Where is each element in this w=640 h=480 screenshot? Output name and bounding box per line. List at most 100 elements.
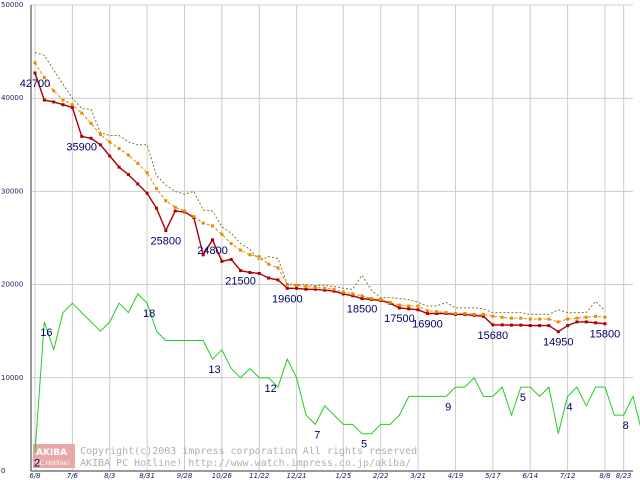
data-point-average (136, 161, 140, 165)
x-tick-label: 4/19 (448, 472, 464, 480)
data-point-average (267, 262, 271, 266)
data-point-minimum (425, 311, 429, 315)
data-point-average (276, 266, 280, 270)
data-point-minimum (154, 206, 158, 210)
data-point-average (407, 304, 411, 308)
data-point-minimum (70, 106, 74, 110)
price-label: 14950 (543, 337, 574, 349)
price-label: 17500 (384, 313, 415, 325)
count-label: 9 (445, 401, 451, 413)
count-label: 7 (314, 429, 320, 441)
x-tick-label: 8/8 (599, 472, 611, 480)
data-point-minimum (126, 173, 130, 177)
y-axis-ticks: 50000 40000 30000 20000 10000 0 (1, 1, 23, 475)
price-label: 15800 (590, 329, 621, 341)
data-point-minimum (575, 320, 579, 324)
data-point-average (519, 316, 523, 320)
data-point-minimum (42, 98, 46, 102)
x-tick-label: 5/17 (485, 472, 501, 480)
data-point-minimum (351, 294, 355, 298)
series-line-minimum (34, 72, 606, 333)
data-point-average (285, 283, 289, 287)
y-tick-label: 30000 (1, 187, 23, 195)
count-label: 8 (623, 420, 629, 432)
data-point-minimum (80, 134, 84, 138)
price-label: 18500 (347, 304, 378, 316)
data-point-average (538, 317, 542, 321)
data-labels: 42700 35900 25800 24800 21500 19600 18500 17500… (20, 78, 629, 469)
x-tick-label: 3/21 (410, 472, 426, 480)
x-tick-label: 11/22 (249, 472, 270, 480)
count-label: 13 (208, 364, 220, 376)
data-point-minimum (435, 311, 439, 315)
data-point-minimum (61, 103, 65, 107)
x-tick-label: 7/6 (67, 472, 79, 480)
data-point-minimum (295, 286, 299, 290)
data-point-average (360, 294, 364, 298)
price-label: 21500 (225, 276, 256, 288)
data-point-minimum (267, 276, 271, 280)
data-point-minimum (285, 286, 289, 290)
data-point-minimum (33, 71, 37, 75)
grid (31, 4, 633, 472)
data-point-average (229, 242, 233, 246)
data-point-average (444, 311, 448, 315)
data-point-average (528, 317, 532, 321)
data-point-average (584, 315, 588, 319)
data-point-minimum (304, 287, 308, 291)
data-point-minimum (482, 314, 485, 318)
data-point-minimum (211, 238, 215, 242)
data-point-minimum (603, 322, 607, 326)
price-label: 19600 (272, 293, 303, 305)
site-url-text: AKIBA PC Hotline! http://www.watch.impre… (80, 458, 411, 469)
data-point-average (416, 304, 420, 308)
x-tick-label: 6/14 (522, 472, 538, 480)
x-tick-label: 12/21 (287, 472, 307, 480)
data-point-minimum (248, 270, 252, 274)
data-point-average (52, 89, 56, 93)
data-point-average (566, 317, 570, 321)
series-line-maximum (34, 52, 606, 315)
count-label: 5 (520, 392, 526, 404)
data-point-average (369, 297, 373, 301)
price-label: 16900 (412, 318, 443, 330)
data-point-average (183, 209, 186, 213)
data-point-average (594, 314, 598, 318)
data-point-average (70, 103, 74, 107)
data-point-minimum (360, 297, 364, 301)
y-tick-label: 10000 (1, 374, 23, 382)
data-point-average (154, 187, 158, 191)
data-point-average (173, 205, 177, 209)
x-axis-ticks: 6/8 7/6 8/3 8/31 9/28 10/26 11/22 12/21 1/25 2/22… (29, 472, 631, 480)
data-point-average (98, 133, 102, 137)
y-tick-label: 40000 (1, 94, 23, 102)
data-point-average (257, 255, 261, 259)
data-point-average (323, 286, 327, 290)
data-point-average (472, 312, 476, 316)
price-label: 15680 (478, 330, 509, 342)
data-point-minimum (397, 306, 401, 310)
data-point-average (304, 284, 308, 288)
x-tick-label: 8/31 (139, 472, 155, 480)
price-label: 35900 (66, 141, 97, 153)
data-point-minimum (407, 307, 411, 311)
data-point-minimum (323, 288, 327, 292)
data-point-average (164, 199, 168, 203)
data-point-minimum (500, 323, 504, 327)
data-point-minimum (566, 324, 570, 328)
akiba-logo-text: AKIBA (36, 448, 67, 458)
x-tick-label: 10/26 (212, 472, 233, 480)
data-point-average (248, 253, 252, 257)
data-point-average (341, 290, 345, 294)
price-label: 42700 (20, 78, 51, 90)
data-point-minimum (229, 257, 233, 261)
data-point-minimum (510, 323, 514, 327)
data-point-minimum (117, 165, 121, 169)
data-point-average (425, 309, 429, 313)
data-point-minimum (416, 308, 420, 312)
data-point-average (463, 311, 467, 315)
series-line-shop-count (34, 293, 640, 453)
data-point-average (453, 311, 457, 315)
x-tick-label: 1/25 (335, 472, 351, 480)
data-point-minimum (491, 323, 495, 327)
